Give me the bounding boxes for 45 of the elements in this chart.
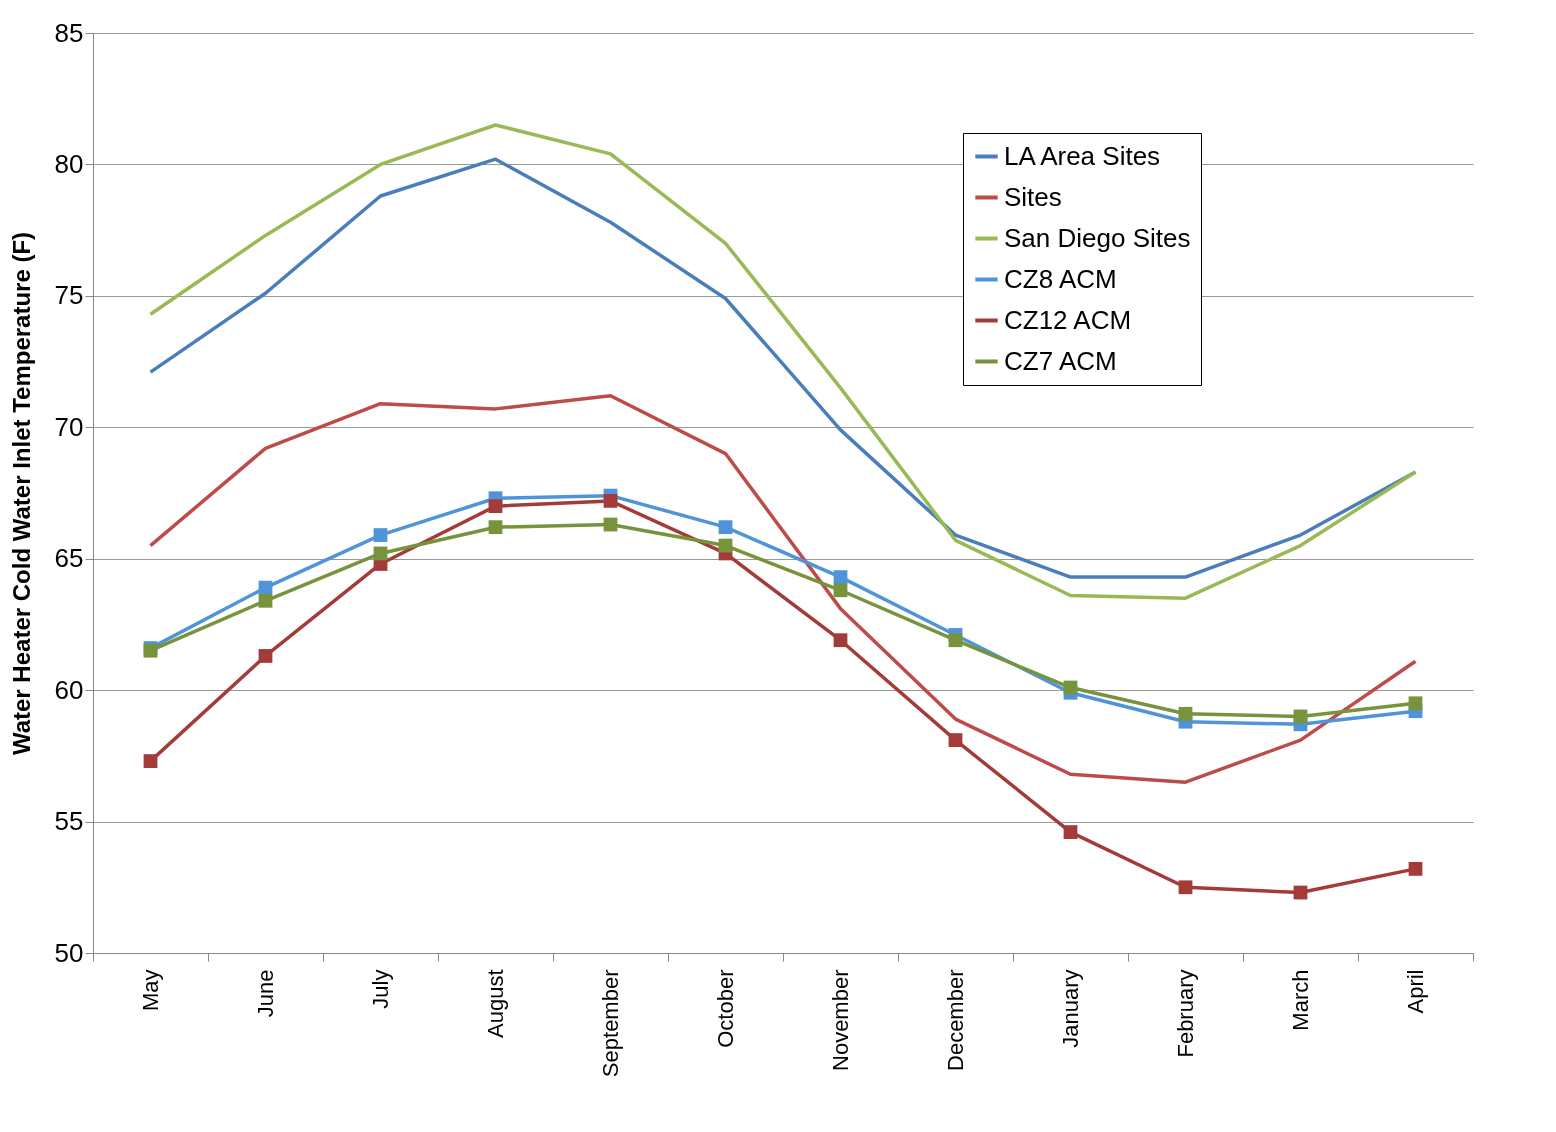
y-tick-label: 55 bbox=[54, 806, 84, 837]
legend-label: LA Area Sites bbox=[1004, 140, 1161, 171]
point bbox=[1178, 706, 1193, 721]
line-series bbox=[148, 393, 1418, 784]
point bbox=[1408, 861, 1423, 876]
point bbox=[373, 528, 388, 542]
point bbox=[258, 649, 273, 663]
point bbox=[258, 593, 273, 608]
y-tick-label: 85 bbox=[54, 17, 84, 48]
x-tick-label: March bbox=[1288, 969, 1313, 1031]
legend-label: San Diego Sites bbox=[1004, 222, 1191, 253]
point bbox=[948, 733, 963, 747]
x-tick-label: April bbox=[1403, 969, 1428, 1014]
x-tick-label: December bbox=[943, 969, 968, 1071]
point bbox=[833, 583, 848, 598]
x-tick-label: May bbox=[138, 969, 163, 1012]
x-tick-label: October bbox=[713, 969, 738, 1048]
y-tick-label: 60 bbox=[54, 674, 84, 705]
point bbox=[948, 633, 963, 648]
y-axis-title: Water Heater Cold Water Inlet Temperature (F) bbox=[7, 231, 35, 756]
x-tick-label: November bbox=[828, 969, 853, 1071]
point bbox=[488, 520, 503, 535]
x-tick-label: August bbox=[483, 969, 508, 1038]
point bbox=[833, 633, 848, 648]
point bbox=[488, 499, 503, 514]
x-tick-label: September bbox=[598, 969, 623, 1078]
x-tick-label: January bbox=[1058, 969, 1083, 1048]
y-tick-label: 80 bbox=[54, 148, 84, 179]
point bbox=[718, 520, 733, 535]
legend-label: CZ7 ACM bbox=[1004, 345, 1117, 376]
x-tick-label: February bbox=[1173, 969, 1198, 1058]
point bbox=[1063, 825, 1078, 839]
point bbox=[603, 493, 618, 508]
x-tick-label: July bbox=[368, 969, 393, 1009]
y-tick-label: 65 bbox=[54, 543, 84, 574]
y-tick-label: 75 bbox=[54, 280, 84, 311]
y-tick-label: 50 bbox=[54, 937, 84, 968]
point bbox=[143, 754, 158, 769]
y-tick-label: 70 bbox=[54, 411, 84, 442]
legend-label: Sites bbox=[1004, 181, 1062, 212]
x-tick-label: June bbox=[253, 969, 278, 1018]
legend-label: CZ8 ACM bbox=[1004, 263, 1117, 294]
point bbox=[1408, 696, 1423, 711]
point bbox=[1178, 880, 1193, 895]
legend-label: CZ12 ACM bbox=[1004, 304, 1132, 335]
